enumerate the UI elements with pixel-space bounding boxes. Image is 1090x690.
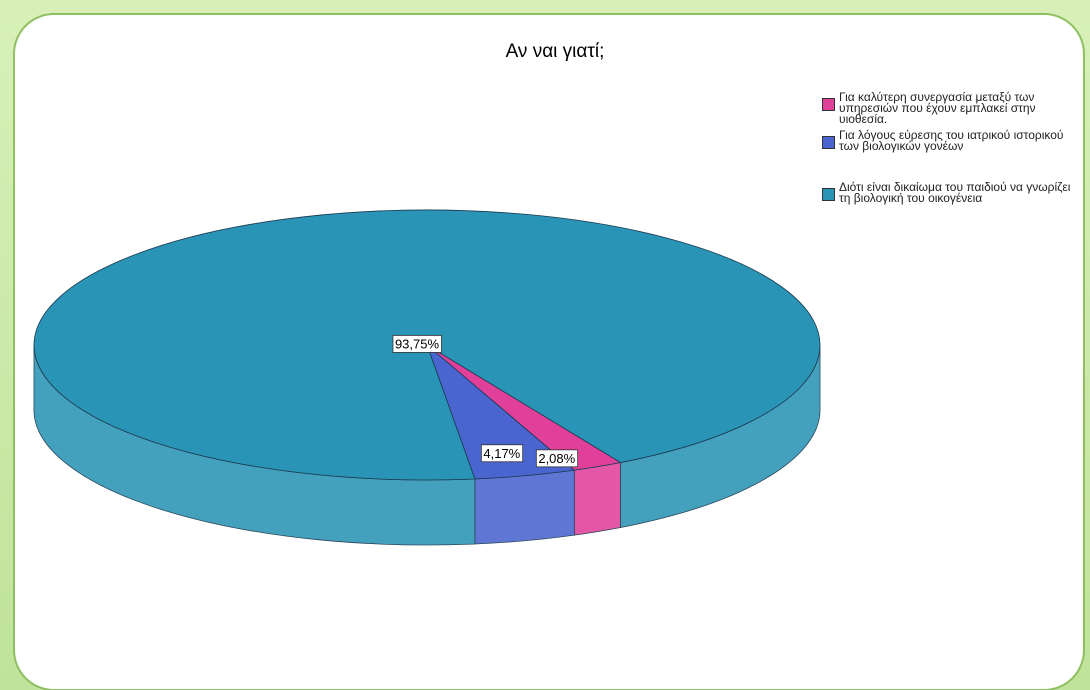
data-label: 93,75% (395, 336, 440, 351)
data-label: 2,08% (538, 451, 575, 466)
slice-side-shade (574, 462, 621, 536)
legend-label: Διότι είναι δικαίωμα του παιδιού να γνωρ… (839, 180, 1071, 205)
legend-item: Διότι είναι δικαίωμα του παιδιού να γνωρ… (822, 180, 1072, 205)
data-label-group: 93,75% (392, 335, 442, 353)
legend-swatch (822, 188, 835, 201)
slice-side-shade (474, 470, 575, 544)
chart-title: Αν ναι γιατί; (506, 41, 605, 62)
data-label: 4,17% (483, 446, 520, 461)
data-label-box (535, 449, 579, 468)
legend-item: Για καλύτερη συνεργασία μεταξύ των υπηρε… (822, 90, 1072, 126)
legend-label: Για λόγους εύρεσης του ιατρικού ιστορικο… (839, 128, 1064, 153)
data-label-box (480, 444, 524, 463)
data-label-group: 4,17% (480, 444, 524, 463)
legend-item: Για λόγους εύρεσης του ιατρικού ιστορικο… (822, 128, 1072, 153)
data-label-group: 2,08% (535, 449, 579, 468)
legend-swatch (822, 98, 835, 111)
legend-swatch (822, 136, 835, 149)
legend-label: Για καλύτερη συνεργασία μεταξύ των υπηρε… (839, 90, 1036, 126)
slice-side-shade (620, 345, 820, 528)
slice-side-shade (34, 345, 475, 545)
data-label-box (392, 335, 442, 353)
